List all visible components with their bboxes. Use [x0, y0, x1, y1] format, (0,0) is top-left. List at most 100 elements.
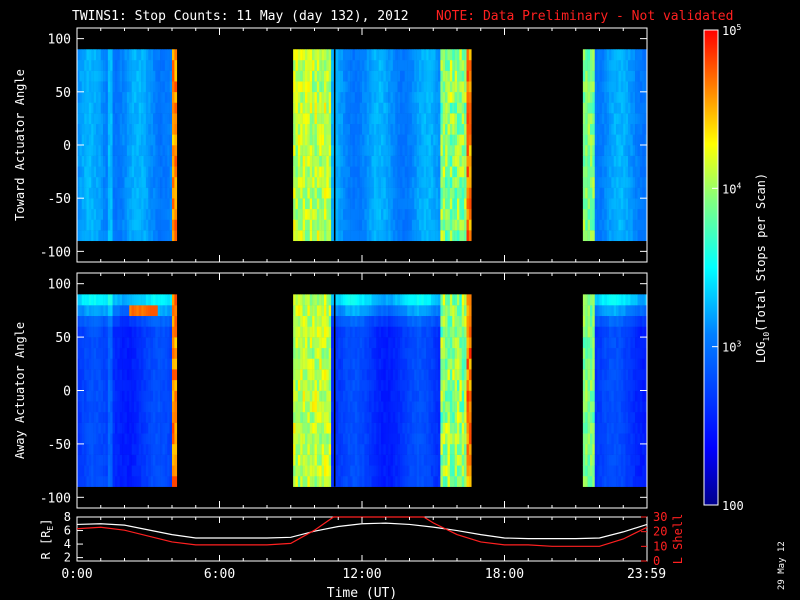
heatmap-cell	[347, 91, 351, 103]
heatmap-cell	[107, 59, 111, 71]
heatmap-cell	[307, 358, 311, 370]
heatmap-cell	[295, 305, 299, 317]
heatmap-cell	[449, 347, 453, 359]
heatmap-cell	[590, 337, 593, 349]
heatmap-cell	[324, 369, 327, 381]
heatmap-cell	[397, 422, 401, 434]
heatmap-cell	[110, 59, 113, 71]
heatmap-cell	[623, 155, 626, 167]
heatmap-cell	[164, 91, 168, 103]
heatmap-cell	[138, 59, 142, 71]
heatmap-cell	[587, 358, 591, 370]
heatmap-cell	[604, 81, 607, 93]
heatmap-cell	[155, 305, 159, 317]
heatmap-cell	[172, 230, 175, 242]
heatmap-cell	[438, 358, 441, 370]
heatmap-cell	[81, 198, 85, 210]
heatmap-cell	[404, 198, 408, 210]
heatmap-cell	[141, 145, 144, 156]
heatmap-cell	[632, 49, 636, 61]
heatmap-cell	[395, 305, 398, 317]
heatmap-cell	[635, 91, 638, 103]
heatmap-cell	[397, 411, 401, 423]
heatmap-cell	[644, 145, 648, 156]
heatmap-cell	[442, 358, 446, 370]
heatmap-cell	[350, 337, 353, 349]
heatmap-cell	[466, 315, 470, 327]
heatmap-cell	[81, 166, 85, 178]
heatmap-cell	[316, 347, 320, 359]
heatmap-cell	[174, 123, 178, 135]
heatmap-cell	[321, 49, 325, 61]
heatmap-cell	[590, 145, 593, 156]
heatmap-cell	[148, 198, 151, 210]
heatmap-cell	[371, 145, 375, 156]
heatmap-cell	[164, 198, 168, 210]
heatmap-cell	[138, 294, 142, 306]
heatmap-cell	[466, 187, 470, 199]
heatmap-cell	[357, 443, 360, 455]
heatmap-cell	[466, 475, 470, 487]
heatmap-cell	[309, 422, 313, 434]
heatmap-cell	[421, 134, 425, 146]
heatmap-cell	[369, 230, 372, 242]
heatmap-cell	[618, 102, 622, 114]
heatmap-cell	[88, 422, 92, 434]
heatmap-cell	[445, 390, 448, 402]
heatmap-cell	[395, 422, 398, 434]
heatmap-cell	[461, 454, 465, 466]
heatmap-cell	[321, 422, 325, 434]
heatmap-cell	[407, 305, 410, 317]
heatmap-cell	[592, 475, 596, 487]
heatmap-cell	[609, 390, 612, 402]
heatmap-cell	[100, 70, 104, 82]
heatmap-cell	[77, 326, 80, 338]
heatmap-cell	[357, 70, 360, 82]
heatmap-cell	[378, 219, 382, 231]
heatmap-cell	[338, 134, 341, 146]
heatmap-cell	[371, 187, 375, 199]
heatmap-cell	[447, 102, 451, 114]
heatmap-cell	[366, 465, 370, 477]
heatmap-cell	[397, 187, 401, 199]
heatmap-cell	[402, 49, 406, 61]
heatmap-cell	[88, 337, 92, 349]
heatmap-cell	[362, 134, 365, 146]
heatmap-cell	[134, 176, 137, 188]
heatmap-cell	[362, 443, 365, 455]
heatmap-cell	[637, 113, 641, 125]
heatmap-cell	[155, 358, 159, 370]
heatmap-cell	[392, 70, 396, 82]
heatmap-cell	[409, 145, 413, 156]
heatmap-cell	[623, 123, 626, 135]
heatmap-cell	[457, 187, 460, 199]
heatmap-cell	[597, 134, 600, 146]
heatmap-cell	[338, 145, 341, 156]
heatmap-cell	[357, 113, 360, 125]
heatmap-cell	[635, 166, 638, 178]
heatmap-cell	[347, 337, 351, 349]
heatmap-cell	[613, 219, 617, 231]
heatmap-cell	[305, 102, 308, 114]
heatmap-cell	[326, 81, 330, 93]
heatmap-cell	[105, 358, 109, 370]
heatmap-cell	[88, 379, 92, 391]
heatmap-cell	[400, 59, 403, 71]
heatmap-cell	[592, 315, 596, 327]
heatmap-cell	[409, 358, 413, 370]
heatmap-cell	[160, 379, 163, 391]
heatmap-cell	[96, 411, 99, 423]
heatmap-cell	[316, 422, 320, 434]
heatmap-cell	[582, 433, 586, 445]
heatmap-cell	[86, 70, 90, 82]
heatmap-cell	[445, 198, 448, 210]
heatmap-cell	[164, 102, 168, 114]
heatmap-cell	[172, 305, 175, 317]
heatmap-cell	[423, 59, 427, 71]
heatmap-cell	[447, 379, 451, 391]
heatmap-cell	[107, 155, 111, 167]
heatmap-cell	[319, 379, 322, 391]
heatmap-cell	[312, 134, 315, 146]
heatmap-cell	[616, 155, 619, 167]
heatmap-cell	[338, 198, 341, 210]
